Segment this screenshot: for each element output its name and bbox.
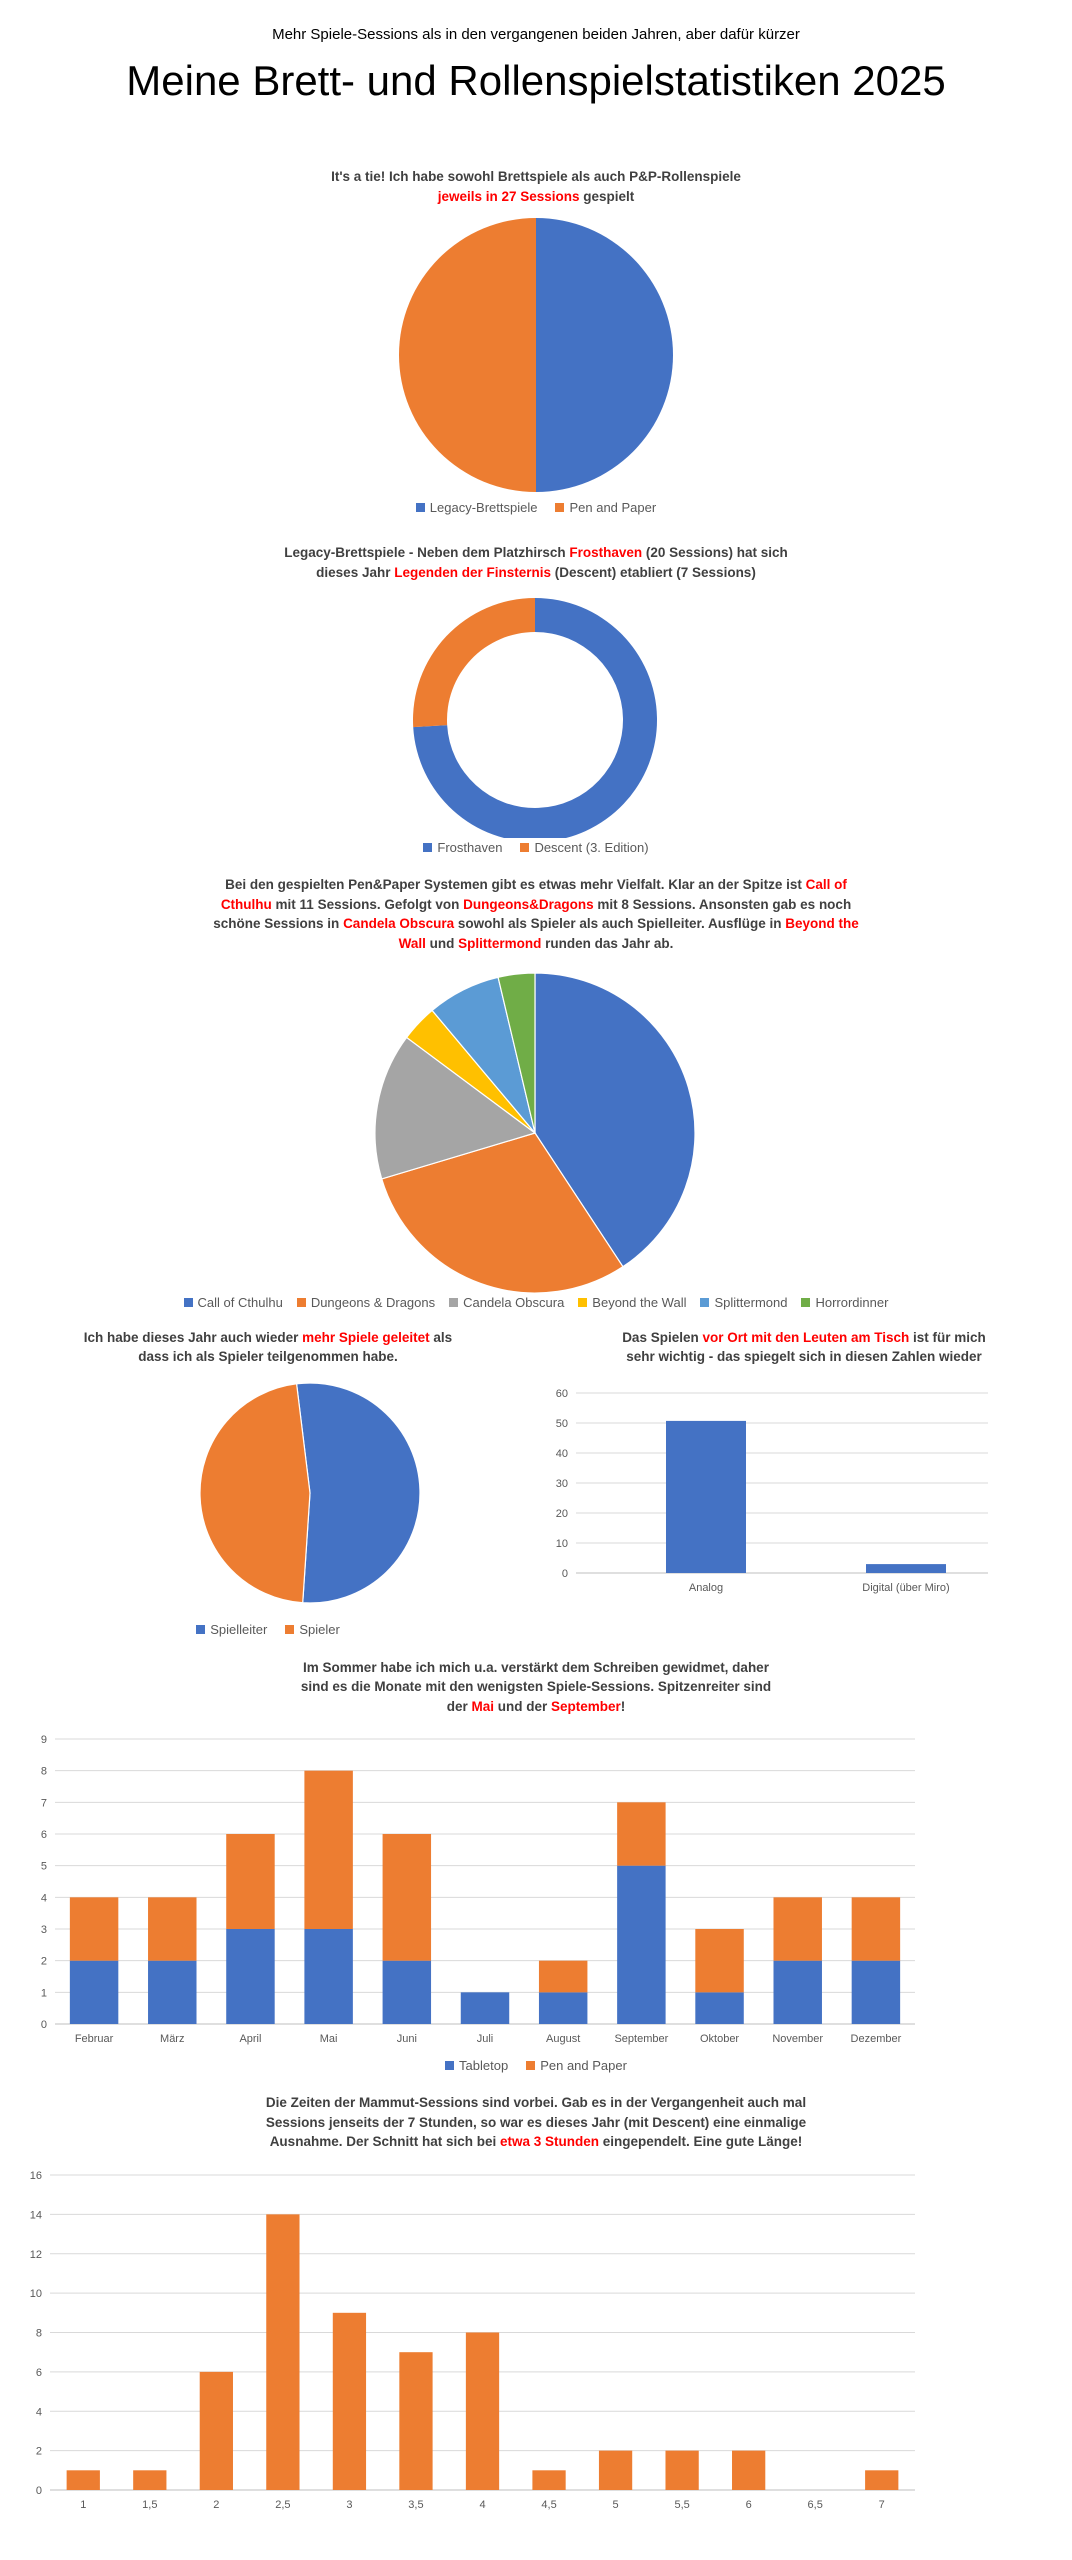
svg-text:März: März xyxy=(160,2033,184,2045)
svg-text:10: 10 xyxy=(30,2288,42,2300)
svg-text:5: 5 xyxy=(613,2499,619,2511)
svg-text:4: 4 xyxy=(479,2499,485,2511)
svg-text:5,5: 5,5 xyxy=(674,2499,689,2511)
svg-text:4: 4 xyxy=(36,2406,42,2418)
svg-text:2: 2 xyxy=(41,1956,47,1968)
svg-text:14: 14 xyxy=(30,2209,42,2221)
svg-text:9: 9 xyxy=(41,1734,47,1746)
svg-text:3: 3 xyxy=(41,1924,47,1936)
svg-text:2,5: 2,5 xyxy=(275,2499,290,2511)
svg-text:Dezember: Dezember xyxy=(851,2033,902,2045)
svg-text:Juni: Juni xyxy=(397,2033,417,2045)
svg-text:2: 2 xyxy=(213,2499,219,2511)
svg-text:1: 1 xyxy=(41,1988,47,2000)
svg-text:16: 16 xyxy=(30,2170,42,2182)
svg-text:0: 0 xyxy=(562,1568,568,1580)
svg-text:4,5: 4,5 xyxy=(541,2499,556,2511)
svg-text:20: 20 xyxy=(556,1508,568,1520)
svg-text:8: 8 xyxy=(36,2328,42,2340)
svg-text:Februar: Februar xyxy=(75,2033,114,2045)
svg-text:4: 4 xyxy=(41,1893,47,1905)
svg-text:April: April xyxy=(239,2033,261,2045)
svg-text:0: 0 xyxy=(36,2485,42,2497)
svg-text:40: 40 xyxy=(556,1448,568,1460)
svg-text:Mai: Mai xyxy=(320,2033,338,2045)
svg-text:50: 50 xyxy=(556,1418,568,1430)
svg-text:60: 60 xyxy=(556,1388,568,1400)
svg-text:3: 3 xyxy=(346,2499,352,2511)
svg-text:November: November xyxy=(772,2033,823,2045)
svg-text:30: 30 xyxy=(556,1478,568,1490)
svg-text:Analog: Analog xyxy=(689,1582,723,1594)
svg-text:12: 12 xyxy=(30,2249,42,2261)
svg-text:6: 6 xyxy=(746,2499,752,2511)
svg-text:2: 2 xyxy=(36,2446,42,2458)
svg-text:8: 8 xyxy=(41,1766,47,1778)
svg-text:6: 6 xyxy=(41,1829,47,1841)
svg-text:7: 7 xyxy=(41,1798,47,1810)
svg-text:Juli: Juli xyxy=(477,2033,494,2045)
svg-text:0: 0 xyxy=(41,2019,47,2031)
svg-text:Oktober: Oktober xyxy=(700,2033,739,2045)
svg-text:1: 1 xyxy=(80,2499,86,2511)
svg-text:September: September xyxy=(614,2033,668,2045)
svg-text:10: 10 xyxy=(556,1538,568,1550)
svg-text:6,5: 6,5 xyxy=(808,2499,823,2511)
svg-text:Digital (über Miro): Digital (über Miro) xyxy=(862,1582,949,1594)
svg-text:6: 6 xyxy=(36,2367,42,2379)
svg-text:5: 5 xyxy=(41,1861,47,1873)
svg-text:1,5: 1,5 xyxy=(142,2499,157,2511)
svg-text:3,5: 3,5 xyxy=(408,2499,423,2511)
svg-text:August: August xyxy=(546,2033,580,2045)
svg-text:7: 7 xyxy=(879,2499,885,2511)
